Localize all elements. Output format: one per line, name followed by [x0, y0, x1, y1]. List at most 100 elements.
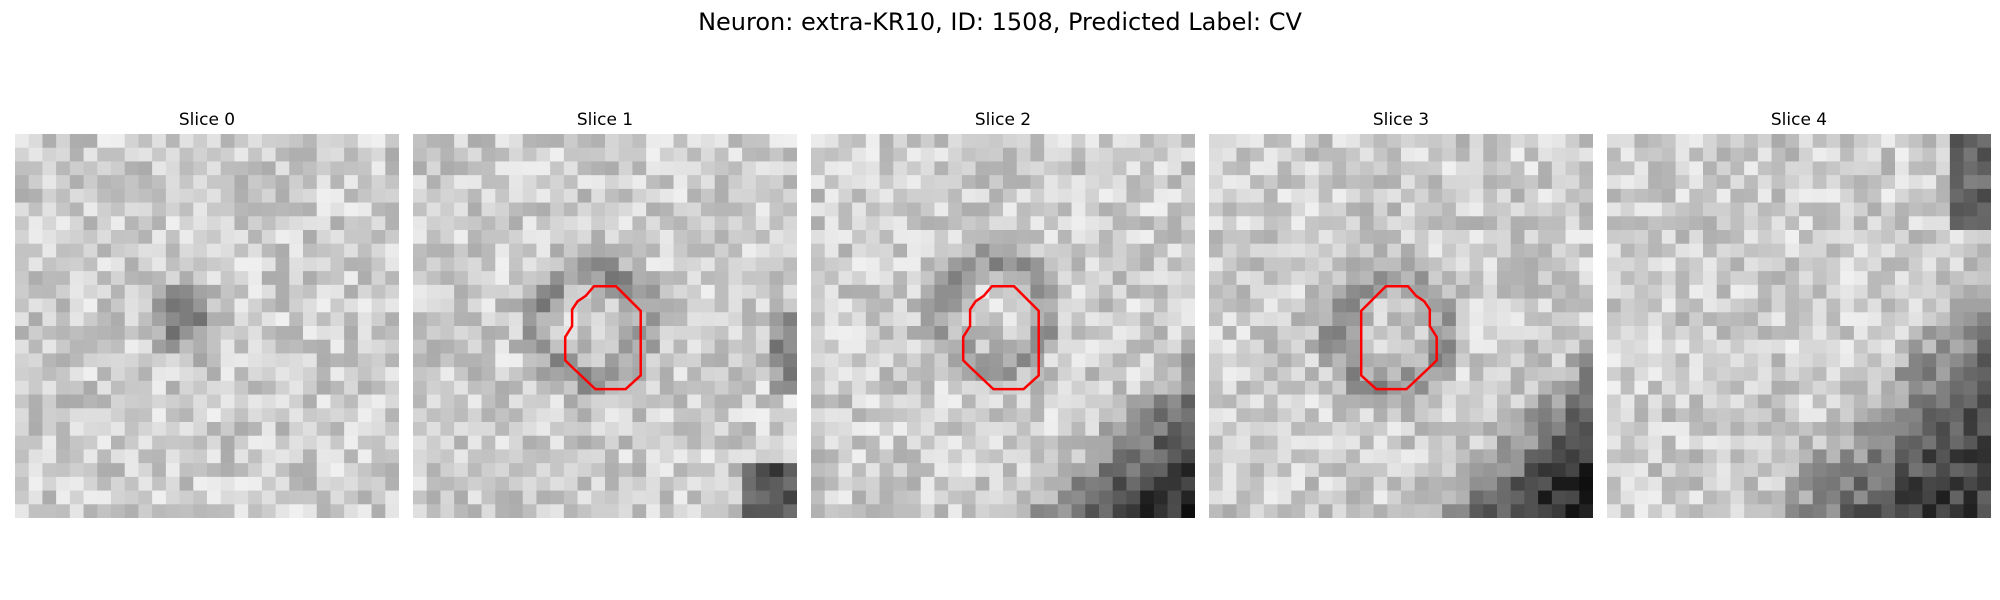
pixel: [481, 449, 496, 464]
pixel: [1359, 161, 1375, 176]
pixel: [673, 230, 688, 245]
pixel: [783, 202, 797, 217]
pixel: [1908, 449, 1923, 464]
pixel: [577, 271, 592, 286]
pixel: [1703, 367, 1718, 382]
pixel: [1840, 394, 1855, 409]
pixel: [1661, 312, 1677, 327]
pixel: [28, 134, 43, 149]
pixel: [1057, 449, 1073, 464]
pixel: [1785, 367, 1800, 382]
pixel: [1634, 326, 1649, 341]
pixel: [1277, 243, 1292, 258]
pixel: [1387, 161, 1402, 176]
pixel: [1689, 394, 1704, 409]
pixel: [1895, 202, 1910, 217]
pixel: [1908, 463, 1923, 478]
pixel: [1949, 326, 1965, 341]
pixel: [1030, 230, 1045, 245]
pixel: [371, 298, 386, 313]
pixel: [1853, 312, 1869, 327]
pixel: [920, 380, 935, 396]
pixel: [701, 134, 716, 149]
pixel: [1853, 367, 1869, 382]
pixel: [28, 175, 43, 190]
pixel: [1524, 422, 1539, 437]
pixel: [344, 243, 359, 258]
pixel: [893, 243, 908, 258]
pixel: [275, 504, 290, 518]
pixel: [1867, 422, 1882, 437]
pixel: [673, 298, 688, 313]
pixel: [1126, 230, 1141, 245]
pixel: [440, 188, 455, 204]
pixel: [1812, 147, 1827, 162]
pixel: [275, 175, 290, 190]
pixel: [1963, 504, 1978, 518]
pixel: [742, 312, 757, 327]
pixel: [1716, 257, 1731, 272]
pixel: [56, 188, 71, 204]
pixel: [385, 463, 399, 478]
pixel: [220, 134, 235, 149]
pixel: [1153, 463, 1169, 478]
pixel: [728, 271, 743, 286]
pixel: [69, 202, 85, 217]
pixel: [536, 271, 551, 286]
pixel: [755, 284, 771, 300]
pixel: [1359, 243, 1375, 258]
pixel: [1099, 312, 1114, 327]
pixel: [289, 134, 304, 149]
pixel: [1895, 216, 1910, 231]
pixel: [1675, 422, 1690, 437]
pixel: [1922, 326, 1937, 341]
pixel: [1785, 449, 1800, 464]
pixel: [1607, 490, 1622, 505]
pixel: [1112, 353, 1127, 368]
pixel: [1497, 134, 1512, 149]
pixel: [248, 463, 263, 478]
pixel: [111, 188, 126, 204]
pixel: [1744, 134, 1759, 149]
pixel: [454, 408, 469, 423]
pixel: [1648, 367, 1663, 382]
pixel: [248, 353, 263, 368]
pixel: [42, 326, 57, 341]
pixel: [701, 408, 716, 423]
pixel: [1936, 147, 1951, 162]
pixel: [838, 449, 853, 464]
pixel: [1853, 271, 1869, 286]
pixel: [207, 449, 222, 464]
pixel: [1209, 490, 1224, 505]
pixel: [1799, 490, 1814, 505]
pixel: [1469, 367, 1484, 382]
pixel: [179, 353, 194, 368]
pixel: [659, 216, 675, 231]
pixel: [1085, 134, 1100, 149]
pixel: [234, 134, 249, 149]
pixel: [440, 504, 455, 518]
pixel: [69, 312, 85, 327]
pixel: [426, 312, 441, 327]
pixel: [1332, 339, 1347, 354]
pixel: [1620, 298, 1635, 313]
pixel: [811, 202, 826, 217]
pixel: [1455, 353, 1471, 368]
pixel: [316, 147, 331, 162]
pixel: [1140, 380, 1155, 396]
pixel: [1675, 271, 1690, 286]
pixel: [371, 408, 386, 423]
pixel: [357, 380, 373, 396]
pixel: [124, 463, 139, 478]
pixel: [220, 422, 235, 437]
pixel: [1799, 257, 1814, 272]
pixel: [385, 476, 399, 492]
pixel: [330, 243, 345, 258]
pixel: [1867, 257, 1882, 272]
pixel: [659, 243, 675, 258]
pixel: [1263, 257, 1279, 272]
pixel: [1579, 367, 1593, 382]
pixel: [1003, 257, 1018, 272]
pixel: [330, 175, 345, 190]
pixel: [934, 353, 949, 368]
